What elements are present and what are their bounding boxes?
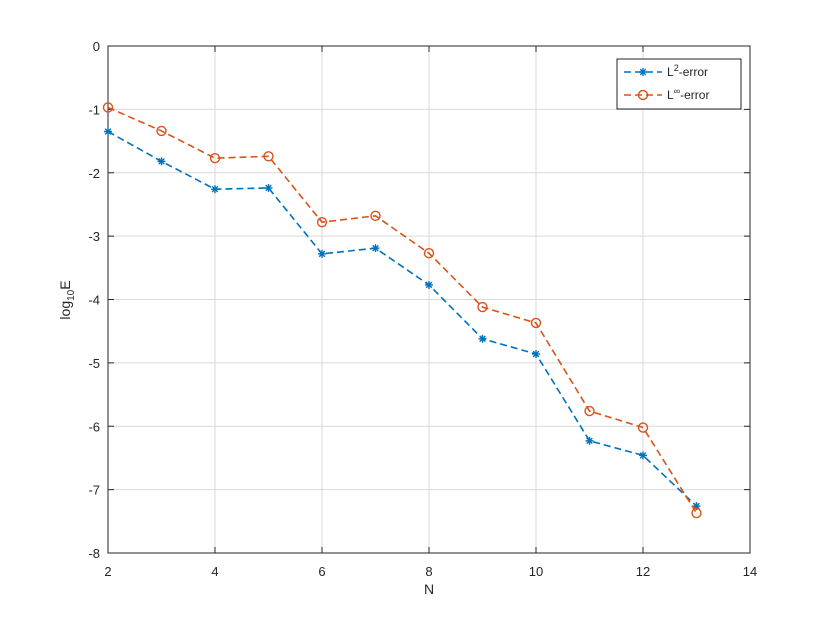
legend-entry-l2-tail: -error [679,65,708,79]
x-tick-label: 10 [529,564,543,579]
data-point-asterisk [104,127,112,136]
y-tick-label: -3 [88,229,100,244]
series-0 [104,127,701,511]
y-tick-label: -8 [88,546,100,561]
data-point-asterisk [371,244,380,253]
ticks [107,45,751,554]
data-point-circle [637,422,649,433]
y-axis-label: log10E [57,280,77,319]
legend-entry-linf-tail: -error [680,88,709,102]
data-point-circle [263,151,274,162]
data-point-asterisk [639,451,647,460]
y-tick-label: 0 [93,39,100,54]
tick-labels: 2 4 6 8 10 12 14 0 -1 -2 -3 -4 -5 -6 -7 -8 [88,39,757,579]
x-axis-label: N [424,581,434,597]
data-point-asterisk [211,185,219,194]
y-tick-label: -7 [88,483,100,498]
data-point-circle [316,216,328,228]
series-line [107,130,698,507]
y-tick-label: -5 [88,356,100,371]
data-point-circle [209,152,221,164]
data-point-asterisk [157,157,166,166]
data-point-asterisk [692,502,701,511]
y-tick-label: -1 [88,102,100,117]
y-axis-label-main: log [57,301,73,320]
data-point-asterisk [264,183,273,192]
data-point-circle [370,210,381,222]
legend-entry-linf-main: L [667,88,674,102]
data-point-circle [584,405,595,417]
data-point-circle [477,301,488,313]
y-tick-label: -4 [88,293,100,308]
data-point-circle [102,102,114,113]
data-point-asterisk [478,334,487,343]
y-tick-label: -6 [88,419,100,434]
x-tick-label: 6 [318,564,325,579]
legend-entry-linf-sup: ∞ [674,86,680,96]
legend-marker-linf [637,89,649,101]
legend-box [616,58,742,110]
legend-marker-l2 [639,68,647,76]
y-axis-label-subscript: 10 [66,289,77,301]
x-tick-label: 14 [743,564,757,579]
x-tick-label: 4 [211,564,218,579]
data-point-asterisk [585,436,594,445]
data-point-circle [637,89,649,101]
series-layer [102,102,702,519]
data-point-circle [691,507,702,519]
legend-entry-l2-sup: 2 [674,63,679,73]
data-point-circle [156,125,167,137]
data-point-asterisk [318,249,326,258]
series-1 [102,102,702,519]
data-point-asterisk [639,68,647,76]
data-point-circle [530,317,542,329]
x-tick-label: 12 [636,564,650,579]
legend-entry-linf: L∞-error [667,86,709,102]
x-tick-label: 2 [104,564,111,579]
y-tick-label: -2 [88,166,100,181]
grid [108,46,750,553]
legend-entry-l2: L2-error [667,63,708,79]
data-point-asterisk [425,280,433,289]
series-line [107,106,698,514]
x-tick-label: 8 [425,564,432,579]
legend-entry-l2-main: L [667,65,674,79]
data-point-asterisk [532,350,540,359]
legend: L2-error L∞-error [616,58,742,110]
data-point-circle [423,248,435,259]
y-axis-label-tail: E [57,280,73,289]
